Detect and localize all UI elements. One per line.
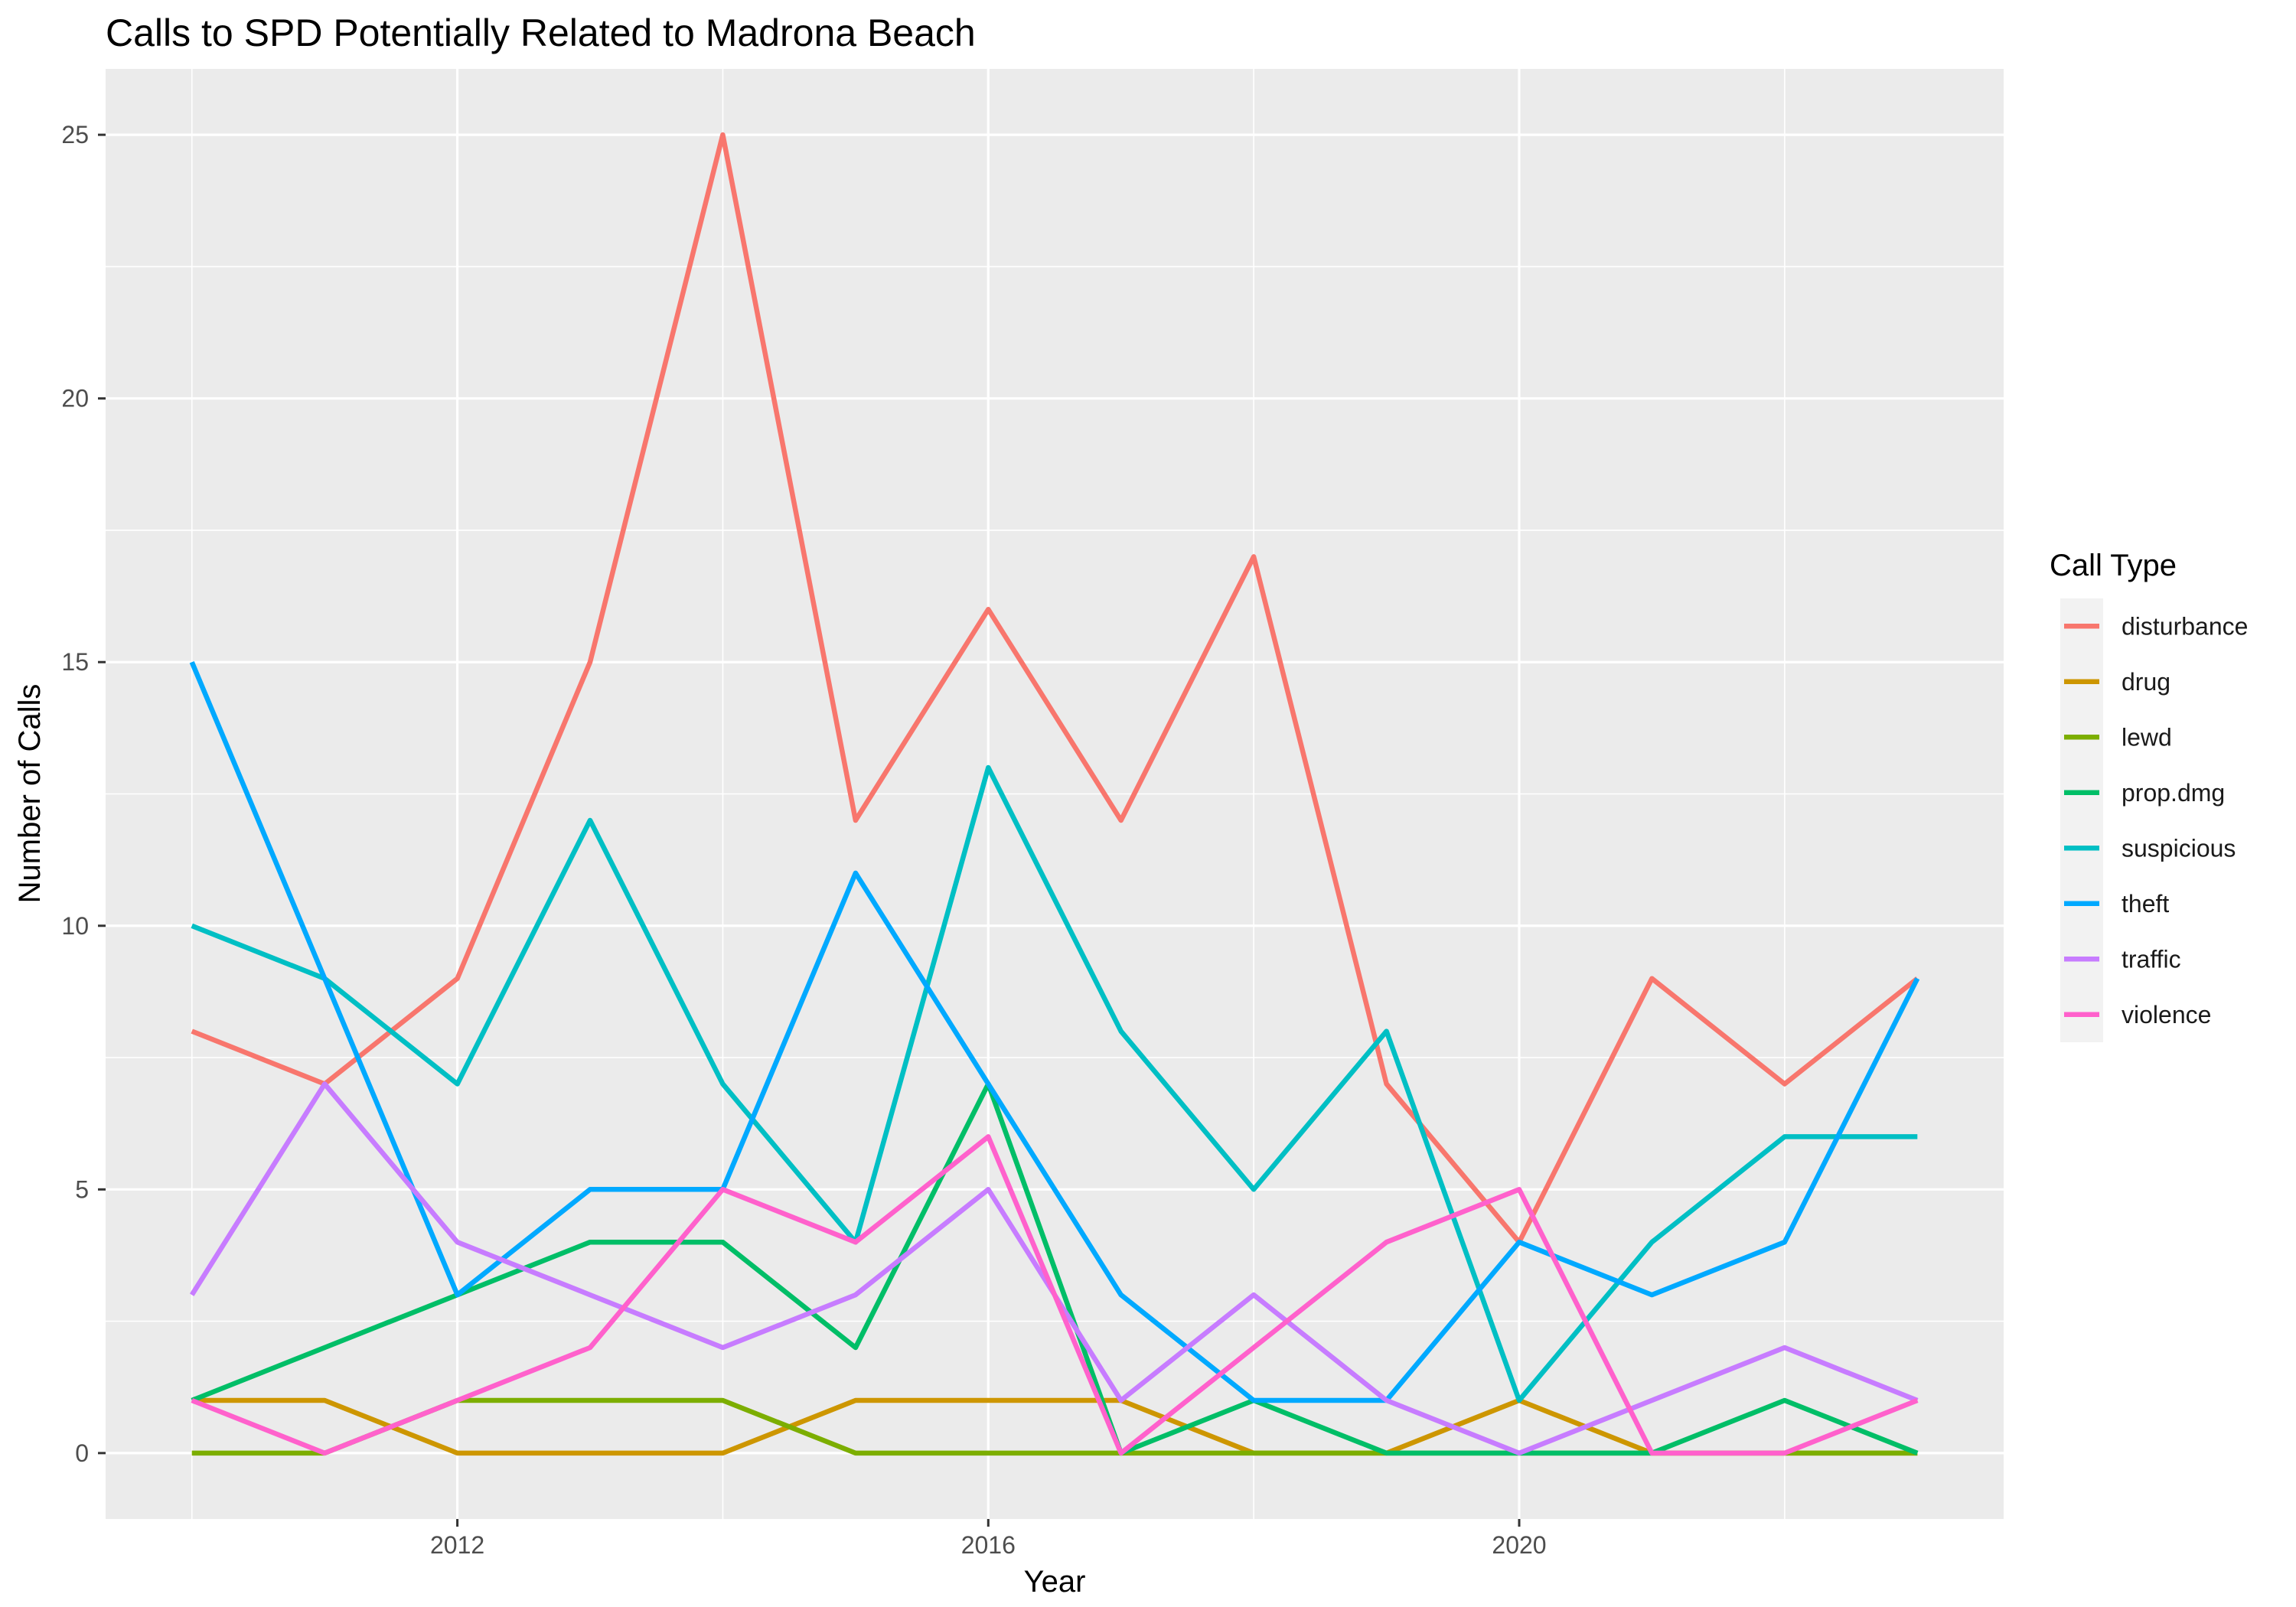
legend-label: lewd bbox=[2122, 723, 2172, 751]
series-line-violence bbox=[191, 1134, 1919, 1456]
legend: Call Type disturbance drug lewd prop.dmg sus… bbox=[2050, 549, 2248, 1042]
series-lines bbox=[189, 132, 1920, 1456]
legend-label: disturbance bbox=[2122, 612, 2248, 640]
y-tick-label: 10 bbox=[61, 912, 89, 940]
y-axis-title: Number of Calls bbox=[13, 684, 47, 904]
legend-title: Call Type bbox=[2050, 549, 2177, 582]
chart-title: Calls to SPD Potentially Related to Madr… bbox=[106, 11, 976, 54]
legend-label: theft bbox=[2122, 890, 2169, 918]
x-tick-label: 2012 bbox=[430, 1531, 484, 1559]
series-line-drug bbox=[191, 1397, 1918, 1456]
x-axis: 2012 2016 2020 bbox=[430, 1519, 1547, 1559]
y-tick-label: 15 bbox=[61, 648, 89, 676]
legend-label: traffic bbox=[2122, 945, 2181, 973]
legend-label: drug bbox=[2122, 668, 2170, 696]
y-axis: 0 5 10 15 20 25 bbox=[61, 121, 106, 1467]
legend-label: prop.dmg bbox=[2122, 779, 2225, 807]
series-line-theft bbox=[189, 660, 1920, 1403]
series-line-suspicious bbox=[191, 764, 1918, 1403]
y-tick-label: 20 bbox=[61, 385, 89, 412]
minor-gridlines bbox=[106, 2, 2004, 1519]
legend-label: suspicious bbox=[2122, 834, 2236, 862]
x-tick-label: 2016 bbox=[961, 1531, 1016, 1559]
y-tick-label: 25 bbox=[61, 121, 89, 148]
y-tick-label: 0 bbox=[75, 1439, 89, 1467]
x-tick-label: 2020 bbox=[1492, 1531, 1546, 1559]
series-line-disturbance bbox=[191, 132, 1919, 1245]
x-axis-title: Year bbox=[1024, 1565, 1086, 1599]
series-line-prop.dmg bbox=[191, 1081, 1919, 1456]
legend-label: violence bbox=[2122, 1001, 2211, 1028]
y-tick-label: 5 bbox=[75, 1175, 89, 1203]
